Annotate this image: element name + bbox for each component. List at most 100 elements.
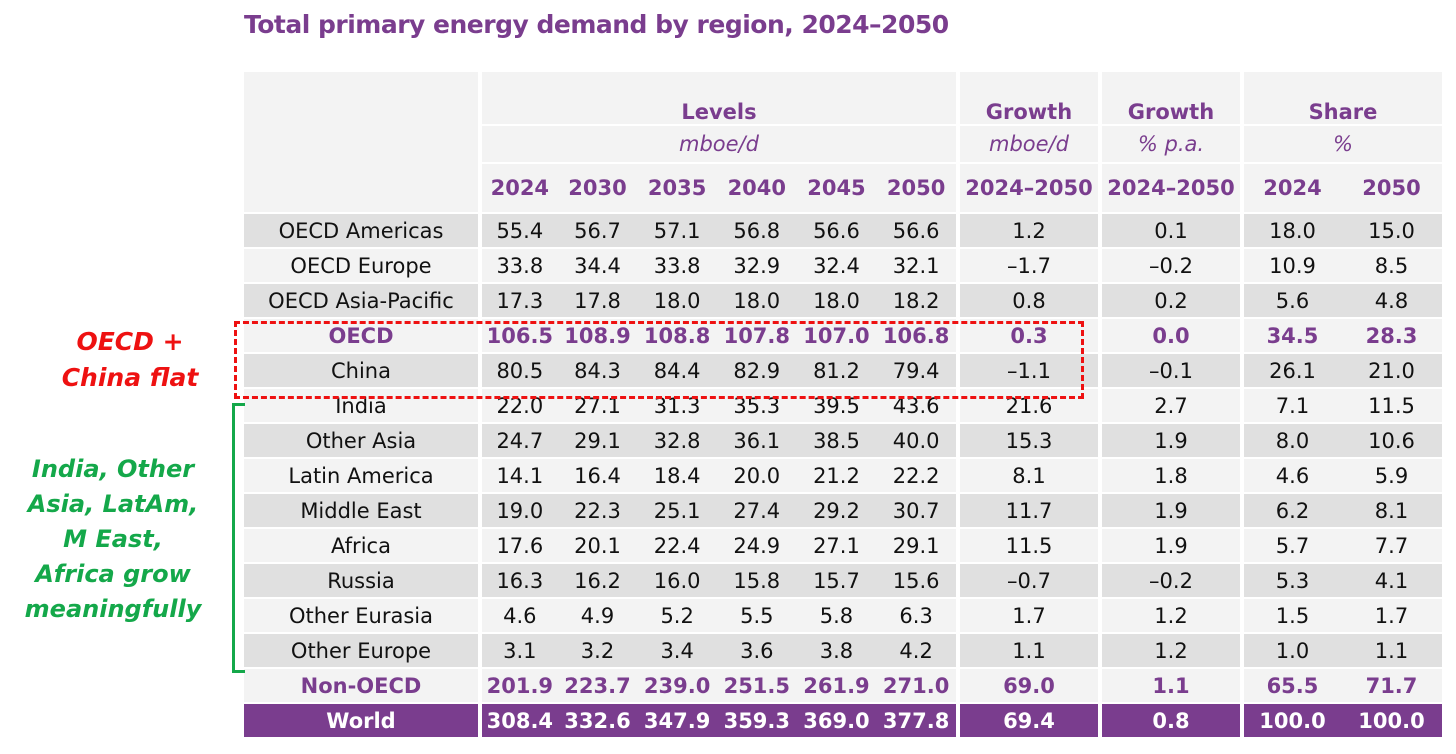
row-label: OECD (244, 319, 478, 354)
cell-value: 21.2 (796, 459, 877, 494)
cell-value: 18.0 (637, 284, 717, 319)
cell-value: 4.2 (876, 634, 956, 669)
table-row: OECD Americas 55.4 56.7 57.1 56.8 56.6 56.6 1.2… (244, 214, 1442, 249)
row-label: OECD Europe (244, 249, 478, 284)
cell-value: 1.7 (1340, 599, 1442, 634)
row-label: Other Asia (244, 424, 478, 459)
cell-value: 5.8 (796, 599, 877, 634)
cell-value: 10.9 (1239, 249, 1341, 284)
table-row: OECD Asia-Pacific 17.3 17.8 18.0 18.0 18.0 18.… (244, 284, 1442, 319)
column-header: 2050 (876, 164, 956, 214)
table-row: Other Europe 3.1 3.2 3.4 3.6 3.8 4.2 1.1 1.2 1.0 1… (244, 634, 1442, 669)
cell-value: 26.1 (1239, 354, 1341, 389)
cell-value: 359.3 (716, 704, 797, 739)
cell-value: 0.8 (1097, 704, 1240, 739)
cell-value: 82.9 (716, 354, 797, 389)
table-row: OECD Europe 33.8 34.4 33.8 32.9 32.4 32.1 –1.7–… (244, 249, 1442, 284)
table-row: China 80.5 84.3 84.4 82.9 81.2 79.4 –1.1 –0.1 26.… (244, 354, 1442, 389)
cell-value: 22.4 (637, 529, 717, 564)
cell-value: 6.2 (1239, 494, 1341, 529)
group-growth-pct: Growth (1097, 72, 1240, 126)
cell-value: 106.5 (478, 319, 558, 354)
cell-value: 100.0 (1239, 704, 1341, 739)
cell-value: 69.0 (955, 669, 1098, 704)
row-label: Latin America (244, 459, 478, 494)
group-levels: Levels (478, 72, 956, 126)
cell-value: 3.2 (557, 634, 638, 669)
cell-value: 56.6 (876, 214, 956, 249)
row-label: OECD Americas (244, 214, 478, 249)
column-header: 2024–2050 (1097, 164, 1240, 214)
cell-value: 8.5 (1340, 249, 1442, 284)
cell-value: 32.1 (876, 249, 956, 284)
cell-value: 8.1 (1340, 494, 1442, 529)
cell-value: 4.6 (478, 599, 558, 634)
row-label: Russia (244, 564, 478, 599)
cell-value: 332.6 (557, 704, 638, 739)
cell-value: 16.3 (478, 564, 558, 599)
cell-value: 18.4 (637, 459, 717, 494)
cell-value: 369.0 (796, 704, 877, 739)
cell-value: 0.1 (1097, 214, 1240, 249)
cell-value: 21.0 (1340, 354, 1442, 389)
cell-value: 377.8 (876, 704, 956, 739)
column-header: 2024 (1239, 164, 1341, 214)
cell-value: 36.1 (716, 424, 797, 459)
table-row: Russia 16.3 16.2 16.0 15.8 15.7 15.6 –0.7 –0.2 5.… (244, 564, 1442, 599)
group-share: Share (1239, 72, 1442, 126)
cell-value: 18.0 (716, 284, 797, 319)
cell-value: 56.7 (557, 214, 638, 249)
cell-value: 55.4 (478, 214, 558, 249)
row-label: India (244, 389, 478, 424)
column-header: 2030 (557, 164, 638, 214)
cell-value: 1.0 (1239, 634, 1341, 669)
cell-value: 1.1 (955, 634, 1098, 669)
cell-value: 3.4 (637, 634, 717, 669)
cell-value: 15.6 (876, 564, 956, 599)
table-row: Non-OECD 201.9 223.7 239.0 251.5 261.9 271.0 69… (244, 669, 1442, 704)
cell-value: 38.5 (796, 424, 877, 459)
cell-value: –0.2 (1097, 249, 1240, 284)
table-row: Africa 17.6 20.1 22.4 24.9 27.1 29.1 11.5 1.9 5.7… (244, 529, 1442, 564)
cell-value: 251.5 (716, 669, 797, 704)
cell-value: 34.4 (557, 249, 638, 284)
row-label: World (244, 704, 478, 739)
cell-value: 0.2 (1097, 284, 1240, 319)
cell-value: 81.2 (796, 354, 877, 389)
cell-value: 27.1 (796, 529, 877, 564)
cell-value: 3.8 (796, 634, 877, 669)
cell-value: 223.7 (557, 669, 638, 704)
cell-value: 8.1 (955, 459, 1098, 494)
cell-value: 0.3 (955, 319, 1098, 354)
cell-value: 65.5 (1239, 669, 1341, 704)
cell-value: 28.3 (1340, 319, 1442, 354)
table-title: Total primary energy demand by region, 2… (244, 10, 949, 39)
column-header: 2045 (796, 164, 877, 214)
cell-value: 80.5 (478, 354, 558, 389)
row-label: Middle East (244, 494, 478, 529)
cell-value: 1.8 (1097, 459, 1240, 494)
cell-value: 17.6 (478, 529, 558, 564)
cell-value: 1.1 (1097, 669, 1240, 704)
cell-value: 16.4 (557, 459, 638, 494)
cell-value: 22.3 (557, 494, 638, 529)
growth-regions-bracket (232, 403, 245, 673)
cell-value: 30.7 (876, 494, 956, 529)
cell-value: 107.0 (796, 319, 877, 354)
header-blank (244, 72, 478, 214)
cell-value: 56.8 (716, 214, 797, 249)
cell-value: 79.4 (876, 354, 956, 389)
column-header: 2024–2050 (955, 164, 1098, 214)
cell-value: 11.7 (955, 494, 1098, 529)
cell-value: 6.3 (876, 599, 956, 634)
cell-value: 308.4 (478, 704, 558, 739)
cell-value: 10.6 (1340, 424, 1442, 459)
cell-value: 11.5 (1340, 389, 1442, 424)
cell-value: 18.2 (876, 284, 956, 319)
cell-value: 271.0 (876, 669, 956, 704)
cell-value: 69.4 (955, 704, 1098, 739)
cell-value: 5.6 (1239, 284, 1341, 319)
cell-value: 32.8 (637, 424, 717, 459)
column-header: 2040 (716, 164, 797, 214)
cell-value: 29.1 (876, 529, 956, 564)
